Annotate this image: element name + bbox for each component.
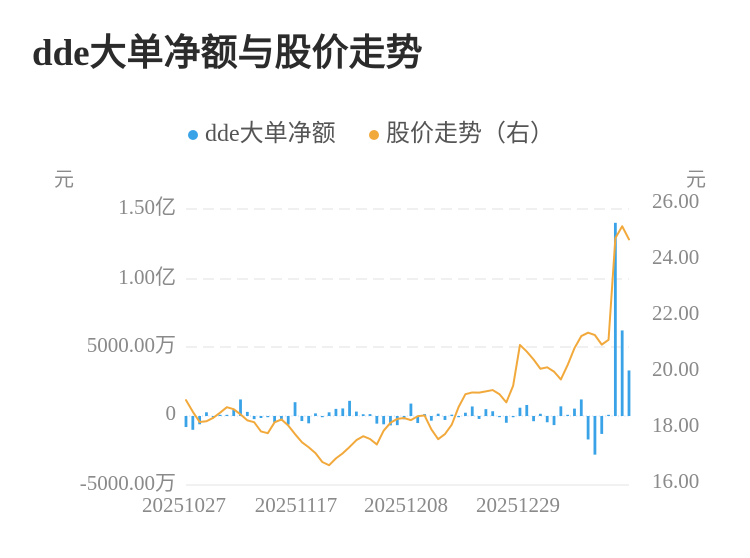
svg-text:1.50亿: 1.50亿 bbox=[118, 195, 176, 219]
svg-text:20251208: 20251208 bbox=[364, 493, 448, 517]
svg-text:20.00: 20.00 bbox=[652, 357, 699, 381]
svg-text:1.00亿: 1.00亿 bbox=[118, 265, 176, 289]
svg-text:18.00: 18.00 bbox=[652, 413, 699, 437]
svg-text:24.00: 24.00 bbox=[652, 245, 699, 269]
svg-text:20251027: 20251027 bbox=[142, 493, 226, 517]
svg-text:22.00: 22.00 bbox=[652, 301, 699, 325]
svg-text:20251229: 20251229 bbox=[476, 493, 560, 517]
svg-text:-5000.00万: -5000.00万 bbox=[80, 471, 176, 495]
svg-text:0: 0 bbox=[166, 401, 177, 425]
svg-text:16.00: 16.00 bbox=[652, 469, 699, 493]
svg-text:20251117: 20251117 bbox=[255, 493, 337, 517]
svg-text:5000.00万: 5000.00万 bbox=[87, 333, 176, 357]
svg-text:26.00: 26.00 bbox=[652, 189, 699, 213]
svg-text:元: 元 bbox=[54, 169, 74, 191]
svg-text:元: 元 bbox=[686, 169, 706, 191]
